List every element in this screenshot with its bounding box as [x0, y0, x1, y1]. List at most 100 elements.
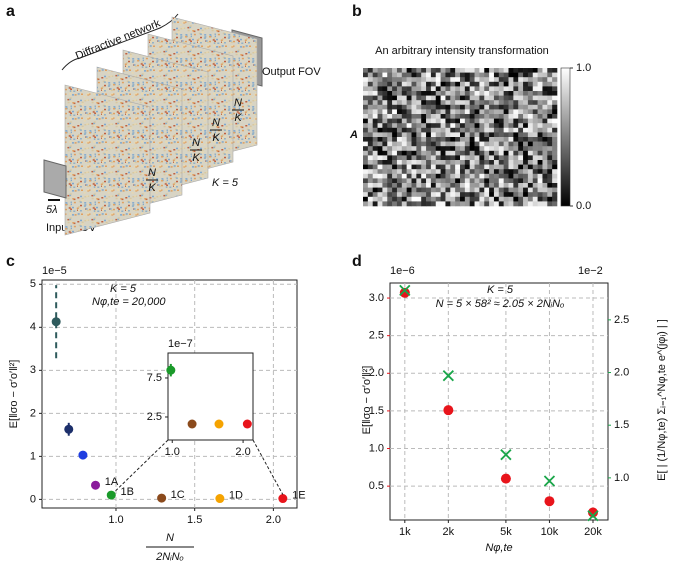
- heatmap-cell: [464, 132, 470, 138]
- heatmap-cell: [363, 150, 369, 156]
- heatmap-cell: [484, 169, 490, 175]
- heatmap-cell: [493, 187, 500, 193]
- heatmap-cell: [518, 86, 524, 92]
- heatmap-cell: [489, 141, 495, 147]
- heatmap-cell: [469, 155, 475, 161]
- heatmap-cell: [460, 118, 466, 124]
- heatmap-cell: [464, 160, 470, 165]
- heatmap-cell: [372, 77, 378, 83]
- heatmap-cell: [367, 187, 373, 193]
- heatmap-cell: [401, 77, 407, 83]
- heatmap-cell: [460, 146, 466, 152]
- heatmap-cell: [493, 183, 500, 188]
- heatmap-cell: [479, 100, 485, 106]
- heatmap-cell: [518, 137, 524, 142]
- heatmap-cell: [401, 169, 407, 175]
- heatmap-cell: [372, 104, 378, 110]
- y-tick-label: 2.0: [369, 367, 384, 379]
- heatmap-cell: [372, 127, 378, 133]
- heatmap-cell: [430, 109, 437, 115]
- heatmap-cell: [469, 132, 475, 138]
- heatmap-cell: [416, 91, 422, 96]
- heatmap-cell: [498, 164, 504, 170]
- heatmap-cell: [367, 196, 373, 202]
- heatmap-cell: [464, 150, 470, 156]
- heatmap-cell: [455, 187, 461, 193]
- heatmap-cell: [445, 196, 451, 202]
- point-label: 1D: [229, 489, 243, 501]
- heatmap-cell: [464, 173, 470, 179]
- heatmap-cell: [435, 77, 441, 83]
- heatmap-cell: [469, 164, 475, 170]
- heatmap-cell: [372, 81, 378, 87]
- heatmap-cell: [430, 173, 437, 179]
- heatmap-cell: [484, 187, 490, 193]
- heatmap-cell: [416, 169, 422, 175]
- heatmap-cell: [474, 91, 480, 96]
- heatmap-cell: [430, 155, 437, 161]
- heatmap-cell: [537, 86, 543, 92]
- heatmap-cell: [411, 68, 417, 73]
- heatmap-cell: [396, 164, 403, 170]
- heatmap-cell: [455, 123, 461, 129]
- point: [544, 496, 555, 507]
- heatmap-cell: [435, 127, 441, 133]
- heatmap-cell: [469, 95, 475, 101]
- heatmap-cell: [532, 100, 538, 106]
- heatmap-cell: [537, 68, 543, 73]
- heatmap-cell: [416, 155, 422, 161]
- heatmap-cell: [382, 72, 388, 78]
- heatmap-cell: [363, 100, 369, 106]
- heatmap-cell: [363, 201, 369, 207]
- zoom-connector: [252, 439, 284, 495]
- heatmap-cell: [527, 109, 534, 115]
- heatmap-cell: [401, 68, 407, 73]
- heatmap-cell: [367, 100, 373, 106]
- heatmap-cell: [493, 127, 500, 133]
- heatmap-cell: [469, 91, 475, 96]
- heatmap-cell: [508, 146, 514, 152]
- heatmap-cell: [392, 201, 398, 207]
- x-axis-label: Nφ,te: [485, 542, 512, 554]
- heatmap-cell: [435, 123, 441, 129]
- heatmap-cell: [489, 192, 495, 198]
- heatmap-cell: [406, 86, 412, 92]
- heatmap-cell: [430, 196, 437, 202]
- heatmap-cell: [450, 173, 456, 179]
- heatmap-cell: [430, 77, 437, 83]
- heatmap-cell: [363, 91, 369, 96]
- heatmap-cell: [367, 146, 373, 152]
- heatmap-cell: [455, 141, 461, 147]
- heatmap-cell: [411, 187, 417, 193]
- heatmap-cell: [367, 86, 373, 92]
- heatmap-cell: [464, 137, 470, 142]
- heatmap-cell: [396, 104, 403, 110]
- heatmap-cell: [392, 150, 398, 156]
- heatmap-cell: [498, 114, 504, 119]
- heatmap-cell: [363, 141, 369, 147]
- heatmap-cell: [523, 77, 529, 83]
- heatmap-cell: [392, 132, 398, 138]
- heatmap-cell: [474, 150, 480, 156]
- heatmap-cell: [518, 132, 524, 138]
- heatmap-cell: [445, 132, 451, 138]
- heatmap-cell: [367, 137, 373, 142]
- heatmap-cell: [552, 173, 558, 179]
- heatmap-cell: [513, 183, 519, 188]
- heatmap-cell: [493, 72, 500, 78]
- heatmap-cell: [542, 155, 548, 161]
- heatmap-cell: [372, 183, 378, 188]
- heatmap-cell: [363, 95, 369, 101]
- heatmap-cell: [552, 146, 558, 152]
- heatmap-cell: [377, 137, 383, 142]
- heatmap-cell: [367, 201, 373, 207]
- heatmap-cell: [367, 192, 373, 198]
- heatmap-cell: [387, 118, 393, 124]
- heatmap-cell: [493, 77, 500, 83]
- heatmap-cell: [498, 178, 504, 184]
- heatmap-cell: [382, 183, 388, 188]
- heatmap-cell: [537, 169, 543, 175]
- heatmap-cell: [455, 77, 461, 83]
- heatmap-cell: [416, 95, 422, 101]
- input-fov: [43, 159, 67, 199]
